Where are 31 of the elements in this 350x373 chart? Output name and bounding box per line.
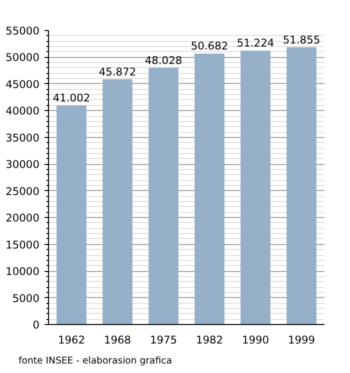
source-note: fonte INSEE - elaborasion grafica [18,356,172,366]
y-tick-label: 55000 [6,24,40,38]
y-tick-label: 35000 [6,131,40,144]
data-label: 45.872 [98,65,136,78]
bar [56,105,86,324]
data-label: 51.224 [236,36,274,50]
data-label: 50.682 [190,40,228,53]
y-tick-label: 40000 [6,104,40,118]
x-tick-label: 1975 [150,334,178,346]
bar [194,54,224,324]
y-tick-label: 10000 [6,265,40,278]
y-tick-label: 15000 [6,238,40,252]
y-tick-label: 25000 [6,184,40,198]
y-tick-label: 5000 [12,292,40,305]
x-tick-label: 1962 [58,334,86,346]
bar [286,47,316,324]
y-tick-label: 0 [32,318,40,332]
y-tick-label: 50000 [6,51,40,64]
y-tick-label: 45000 [6,78,40,91]
x-tick-label: 1999 [288,334,316,346]
y-tick-label: 30000 [6,158,40,172]
data-label: 41.002 [52,91,90,104]
bar [102,79,132,324]
data-label: 51.855 [282,33,320,46]
bar [240,50,270,324]
x-tick-label: 1968 [104,334,132,346]
data-label: 48.028 [144,54,182,67]
x-tick-label: 1990 [242,334,270,346]
y-tick-label: 20000 [6,212,40,225]
bar [148,68,178,324]
x-tick-label: 1982 [196,334,224,346]
